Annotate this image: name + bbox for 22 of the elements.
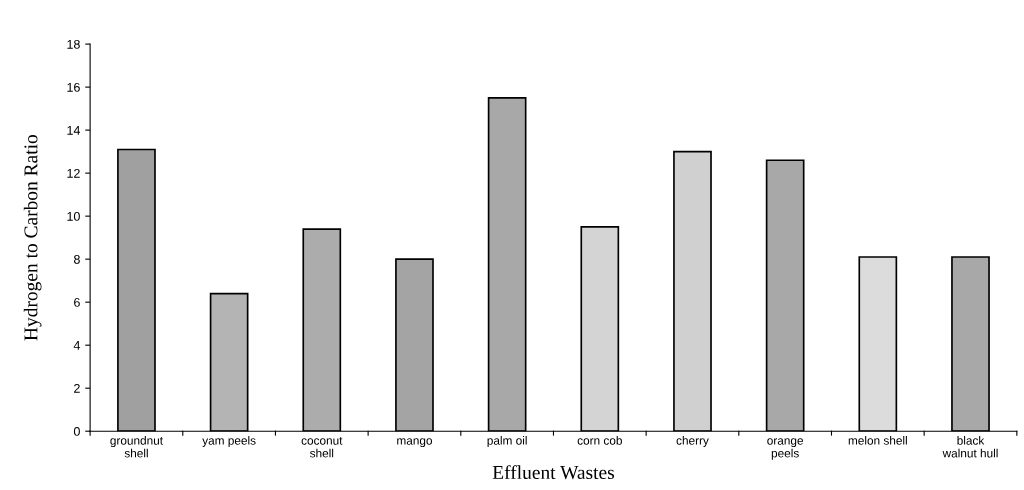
- y-tick-label: 18: [67, 39, 80, 49]
- x-tick-label: coconut shell: [301, 436, 343, 458]
- x-axis-title: Effluent Wastes: [492, 465, 615, 480]
- y-tick-label: 8: [73, 254, 80, 264]
- y-tick-label: 14: [67, 126, 81, 135]
- x-tick-label: mango: [397, 438, 433, 448]
- x-tick-label: corn cob: [577, 436, 622, 445]
- y-tick-label: 6: [74, 297, 80, 307]
- x-tick-label: orange peels: [767, 438, 804, 460]
- y-tick-label: 16: [67, 82, 80, 92]
- y-tick-label: 12: [67, 168, 80, 178]
- x-tick-label: palm oil: [487, 436, 527, 448]
- y-axis-title: Hydrogen to Carbon Ratio: [23, 134, 42, 341]
- y-tick-label: 4: [73, 341, 81, 350]
- x-tick-label: melon shell: [848, 436, 907, 445]
- x-tick-label: cherry: [676, 436, 709, 448]
- x-tick-label: groundnut shell: [110, 436, 163, 458]
- x-tick-label: yam peels: [202, 436, 256, 448]
- y-tick-label: 0: [73, 427, 80, 436]
- y-tick-label: 2: [74, 383, 80, 393]
- y-tick-label: 10: [67, 211, 80, 221]
- x-tick-label: black walnut hull: [942, 436, 998, 458]
